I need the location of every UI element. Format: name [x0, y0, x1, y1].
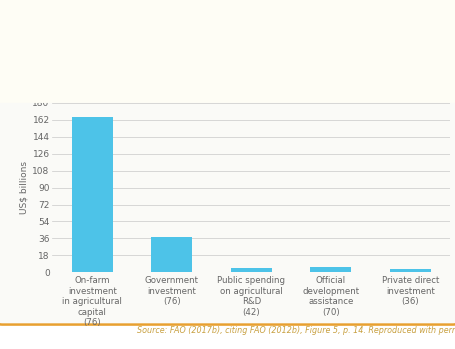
- Text: Source: FAO (2017b), citing FAO (2012b), Figure 5, p. 14. Reproduced with permis: Source: FAO (2017b), citing FAO (2012b),…: [136, 326, 455, 335]
- Bar: [309, 267, 351, 272]
- Bar: [230, 268, 271, 272]
- Bar: [71, 117, 113, 272]
- Bar: [389, 269, 430, 272]
- Bar: [151, 237, 192, 272]
- Y-axis label: US$ billions: US$ billions: [19, 161, 28, 214]
- Text: Figure 10.4. Investment in agriculture in low- and middle-
income countries by s: Figure 10.4. Investment in agriculture i…: [15, 7, 365, 44]
